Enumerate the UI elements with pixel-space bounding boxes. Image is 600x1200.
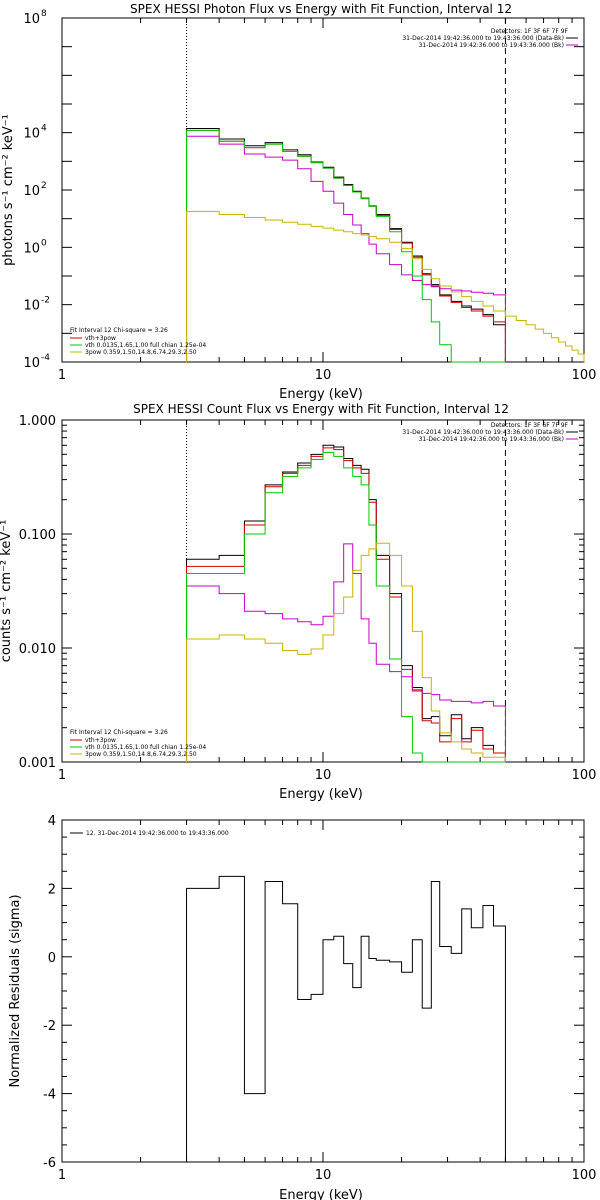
x-tick-label: 1 [58,1168,66,1183]
count-legend-entry-model: vth+3pow [85,737,116,744]
photon-legend-entry-bk: 31-Dec-2014 19:42:36.000 to 19:43:36.000… [419,42,564,49]
residuals-tick-labels: 1 10 100 -6 -4 -2 0 2 4 [43,814,596,1183]
residuals-x-axis-label: Energy (keV) [279,1188,363,1200]
photon-fit-interval-text: Fit Interval 12 Chi-square = 3.26 [70,327,168,334]
residuals-legend-entry: 12. 31-Dec-2014 19:42:36.000 to 19:43:36… [86,830,229,837]
y-tick-exponent: 8 [41,9,47,19]
y-tick-exponent: 2 [41,181,47,191]
count-detectors-text: Detectors: 1F 3F 6F 7F 9F [491,422,569,429]
photon-flux-panel: SPEX HESSI Photon Flux vs Energy with Fi… [1,2,596,402]
series-pow [186,542,506,762]
series-data [186,127,506,362]
y-tick-label: 4 [48,814,56,829]
x-tick-label: 100 [572,368,597,383]
photon-y-axis-label: photons s⁻¹ cm⁻² keV⁻¹ [1,114,16,266]
y-tick-label: 10 [23,241,40,256]
y-tick-base: 10 [23,127,40,142]
residuals-y-axis-label: Normalized Residuals (sigma) [8,894,23,1087]
count-fit-range-lines [186,420,506,762]
x-tick-label: 10 [315,1168,332,1183]
x-tick-label: 100 [572,768,597,783]
count-legend-left: Fit Interval 12 Chi-square = 3.26 vth+3p… [70,729,206,758]
x-tick-label: 100 [572,1168,597,1183]
count-y-axis-label: counts s⁻¹ cm⁻² keV⁻¹ [0,520,14,663]
x-tick-label: 1 [58,768,66,783]
y-tick-label: 1.000 [19,414,56,429]
y-tick-base: 10 [23,12,40,27]
y-tick-base: 10 [23,356,40,371]
series-thermal [186,451,506,763]
count-panel-title: SPEX HESSI Count Flux vs Energy with Fit… [133,402,509,416]
y-tick-label: 0.001 [19,756,56,771]
series-bk [186,543,506,762]
y-tick-label: 2 [48,882,56,897]
y-tick-label: -4 [43,1088,56,1103]
x-tick-label: 1 [58,368,66,383]
y-tick-label: -2 [43,1019,56,1034]
y-tick-label: 10 [23,299,40,314]
y-tick-label: 0.010 [19,642,56,657]
y-tick-exponent: -4 [41,353,50,363]
photon-series [186,127,585,363]
count-axis-ticks [61,419,584,763]
count-fit-interval-text: Fit Interval 12 Chi-square = 3.26 [70,729,168,736]
y-tick-base: 10 [23,299,40,314]
photon-legend-entry-pow: 3pow 0.359,1.50,14.8,6.74,29.3,2.50 [85,349,197,356]
residuals-panel: 1 10 100 -6 -4 -2 0 2 4 Energy (keV) Normalized … [8,814,596,1200]
y-tick-base: 10 [23,184,40,199]
count-legend-entry-pow: 3pow 0.359,1.50,14.8,6.74,29.3,2.50 [85,751,197,758]
photon-x-axis-label: Energy (keV) [279,387,363,402]
y-tick-label: 0 [48,951,56,966]
residuals-legend: 12. 31-Dec-2014 19:42:36.000 to 19:43:36… [70,830,229,837]
y-tick-exponent: -2 [41,296,50,306]
y-tick-exponent: 0 [41,238,47,248]
y-tick-base: 10 [23,241,40,256]
photon-legend-entry-thermal: vth 0.0135,1.65,1.00 full chian 1.25e-04 [85,342,206,349]
photon-legend-left: Fit Interval 12 Chi-square = 3.26 vth+3p… [70,327,206,356]
series-bk [186,135,506,362]
photon-detectors-text: Detectors: 1F 3F 6F 7F 9F [491,28,569,35]
y-tick-label: 0.100 [19,528,56,543]
count-series [186,444,506,763]
series-model [186,447,506,762]
residuals-axis-ticks [61,819,584,1163]
series-pow [186,210,585,362]
photon-legend-entry-data: 31-Dec-2014 19:42:36.000 to 19:43:36.000… [402,35,564,42]
y-tick-label: 10 [23,184,40,199]
photon-fit-range-lines [186,18,506,362]
y-tick-label: 10 [23,356,40,371]
photon-axis-ticks [61,17,584,363]
photon-legend-entry-model: vth+3pow [85,335,116,342]
count-legend-entry-bk: 31-Dec-2014 19:42:36.000 to 19:43:36.000… [419,436,564,443]
count-legend-entry-data: 31-Dec-2014 19:42:36.000 to 19:43:36.000… [402,429,564,436]
y-tick-label: 10 [23,12,40,27]
residuals-series [186,875,506,1162]
y-tick-label: 10 [23,127,40,142]
x-tick-label: 10 [315,768,332,783]
series-model [186,129,506,362]
count-tick-labels: 1 10 100 0.001 0.010 0.100 1.000 [19,414,597,783]
count-legend-right: Detectors: 1F 3F 6F 7F 9F 31-Dec-2014 19… [402,422,578,443]
x-tick-label: 10 [315,368,332,383]
series-thermal [186,129,506,363]
series-data [186,444,506,762]
y-tick-label: -6 [43,1156,56,1171]
photon-panel-title: SPEX HESSI Photon Flux vs Energy with Fi… [130,2,512,16]
count-flux-panel: SPEX HESSI Count Flux vs Energy with Fit… [0,402,596,802]
y-tick-exponent: 4 [41,124,47,134]
count-legend-entry-thermal: vth 0.0135,1.65,1.00 full chian 1.25e-04 [85,744,206,751]
series-residuals [186,875,506,1162]
count-x-axis-label: Energy (keV) [279,787,363,802]
photon-legend-right: Detectors: 1F 3F 6F 7F 9F 31-Dec-2014 19… [402,28,578,49]
